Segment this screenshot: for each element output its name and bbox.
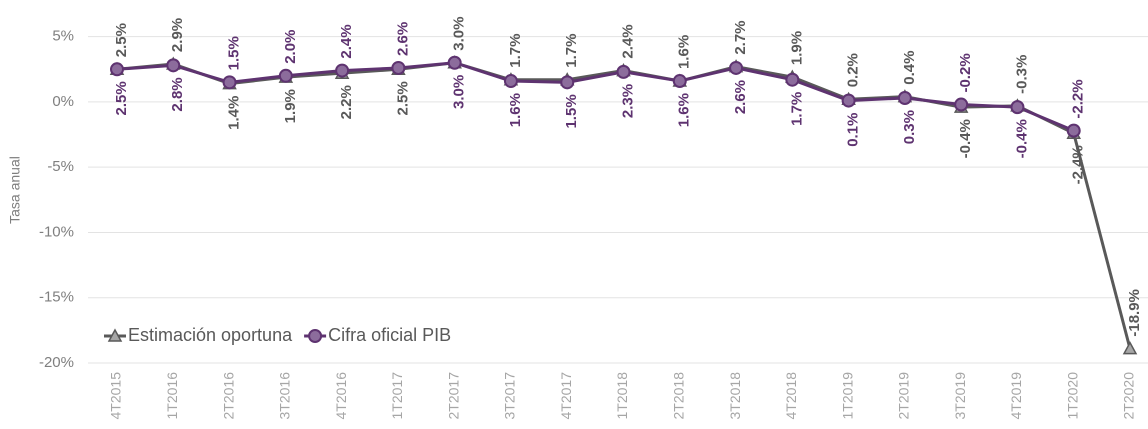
value-label: 1.9%: [788, 31, 805, 65]
x-tick-label: 3T2018: [727, 372, 743, 420]
marker: [897, 90, 912, 105]
value-label: 2.9%: [169, 18, 186, 52]
marker: [616, 64, 631, 79]
x-tick-label: 3T2016: [277, 372, 293, 420]
y-tick-label: 0%: [52, 93, 74, 110]
marker: [1122, 341, 1138, 355]
value-label: 2.6%: [394, 22, 411, 56]
marker: [335, 63, 350, 78]
value-label: 1.9%: [282, 89, 299, 123]
value-label: 1.5%: [226, 36, 243, 70]
value-label: 0.1%: [845, 113, 862, 147]
value-label: -2.4%: [1070, 145, 1087, 184]
marker: [503, 74, 518, 89]
x-tick-label: 2T2016: [220, 372, 236, 420]
x-tick-label: 1T2016: [164, 372, 180, 420]
y-axis-label: Tasa anual: [7, 156, 23, 224]
marker: [954, 97, 969, 112]
x-tick-label: 4T2015: [108, 372, 124, 420]
marker: [391, 60, 406, 75]
marker: [672, 74, 687, 89]
value-label: -0.2%: [957, 53, 974, 92]
x-tick-label: 1T2020: [1064, 372, 1080, 420]
value-label: 2.3%: [619, 84, 636, 118]
marker: [785, 72, 800, 87]
legend-label: Estimación oportuna: [128, 325, 293, 345]
value-label: 2.5%: [113, 81, 130, 115]
x-tick-label: 3T2017: [502, 372, 518, 420]
value-label: 1.7%: [788, 92, 805, 126]
value-label: 0.2%: [845, 53, 862, 87]
marker: [1066, 123, 1081, 138]
value-label: 2.6%: [732, 80, 749, 114]
marker: [222, 75, 237, 90]
y-tick-label: -5%: [47, 158, 74, 175]
x-tick-label: 1T2018: [614, 372, 630, 420]
marker: [166, 58, 181, 73]
value-label: -0.4%: [1013, 119, 1030, 158]
marker: [278, 68, 293, 83]
x-tick-label: 1T2019: [839, 372, 855, 420]
value-label: 1.5%: [563, 94, 580, 128]
value-label: 3.0%: [451, 75, 468, 109]
y-tick-label: -20%: [39, 354, 74, 371]
x-tick-label: 4T2016: [333, 372, 349, 420]
x-tick-label: 2T2019: [896, 372, 912, 420]
x-tick-label: 4T2017: [558, 372, 574, 420]
marker: [729, 60, 744, 75]
x-tick-label: 4T2019: [1008, 372, 1024, 420]
marker: [447, 55, 462, 70]
legend-marker: [308, 329, 323, 343]
x-tick-label: 4T2018: [783, 372, 799, 420]
x-tick-label: 3T2019: [952, 372, 968, 420]
value-label: 2.2%: [338, 85, 355, 119]
series-line: [116, 61, 1075, 133]
value-label: 1.7%: [563, 34, 580, 68]
x-tick-label: 2T2018: [670, 372, 686, 420]
value-label: 1.7%: [507, 34, 524, 68]
value-label: 1.6%: [676, 35, 693, 69]
value-label: 2.4%: [619, 24, 636, 58]
x-tick-label: 2T2020: [1121, 372, 1137, 420]
value-label: 2.8%: [169, 77, 186, 111]
value-label: -18.9%: [1126, 289, 1143, 337]
legend-label: Cifra oficial PIB: [328, 325, 451, 345]
value-label: 2.4%: [338, 24, 355, 58]
marker: [110, 62, 124, 77]
value-label: -0.3%: [1013, 55, 1030, 94]
value-label: 0.3%: [901, 110, 918, 144]
y-tick-label: -15%: [39, 289, 74, 306]
value-label: -0.4%: [957, 119, 974, 158]
value-label: -2.2%: [1070, 79, 1087, 118]
value-label: 2.5%: [394, 81, 411, 115]
marker: [560, 75, 575, 90]
marker: [1010, 100, 1025, 115]
x-tick-label: 1T2017: [389, 372, 405, 420]
value-label: 3.0%: [451, 17, 468, 51]
y-tick-label: 5%: [52, 28, 74, 45]
value-label: 1.4%: [226, 96, 243, 130]
y-tick-label: -10%: [39, 223, 74, 240]
value-label: 1.6%: [676, 93, 693, 127]
marker: [841, 93, 856, 108]
x-tick-label: 2T2017: [445, 372, 461, 420]
value-label: 2.5%: [113, 23, 130, 57]
value-label: 1.6%: [507, 93, 524, 127]
value-label: 2.7%: [732, 20, 749, 54]
legend-marker: [107, 328, 123, 342]
value-label: 0.4%: [901, 50, 918, 84]
value-label: 2.0%: [282, 30, 299, 64]
